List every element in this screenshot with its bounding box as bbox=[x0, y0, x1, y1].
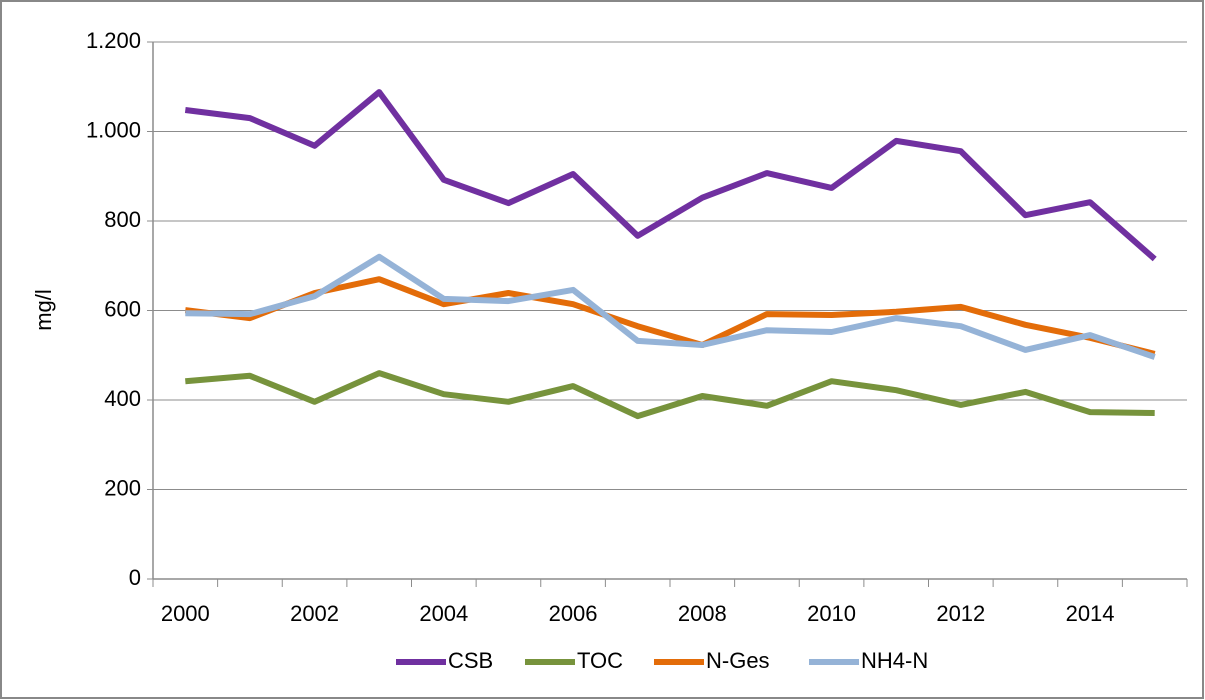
y-tick-label: 400 bbox=[104, 386, 141, 411]
series-line bbox=[184, 276, 1156, 357]
y-tick-label: 1.000 bbox=[86, 117, 141, 142]
x-tick-label: 2000 bbox=[161, 601, 210, 626]
y-tick-label: 800 bbox=[104, 207, 141, 232]
x-tick-label: 2010 bbox=[807, 601, 856, 626]
series-line bbox=[185, 253, 1156, 360]
x-tick-label: 2012 bbox=[936, 601, 985, 626]
series-line bbox=[184, 89, 1157, 262]
x-tick-label: 2002 bbox=[290, 601, 339, 626]
y-axis-title: mg/l bbox=[31, 289, 56, 331]
x-tick-label: 2014 bbox=[1066, 601, 1115, 626]
y-tick-label: 0 bbox=[129, 565, 141, 590]
legend-label: CSB bbox=[448, 648, 493, 673]
x-tick-label: 2004 bbox=[419, 601, 468, 626]
legend-label: NH4-N bbox=[861, 648, 928, 673]
x-tick-label: 2006 bbox=[549, 601, 598, 626]
y-tick-label: 200 bbox=[104, 475, 141, 500]
legend-label: TOC bbox=[577, 648, 623, 673]
y-tick-label: 1.200 bbox=[86, 28, 141, 53]
legend-label: N-Ges bbox=[706, 648, 770, 673]
y-tick-label: 600 bbox=[104, 296, 141, 321]
series-line bbox=[185, 370, 1155, 420]
x-tick-label: 2008 bbox=[678, 601, 727, 626]
